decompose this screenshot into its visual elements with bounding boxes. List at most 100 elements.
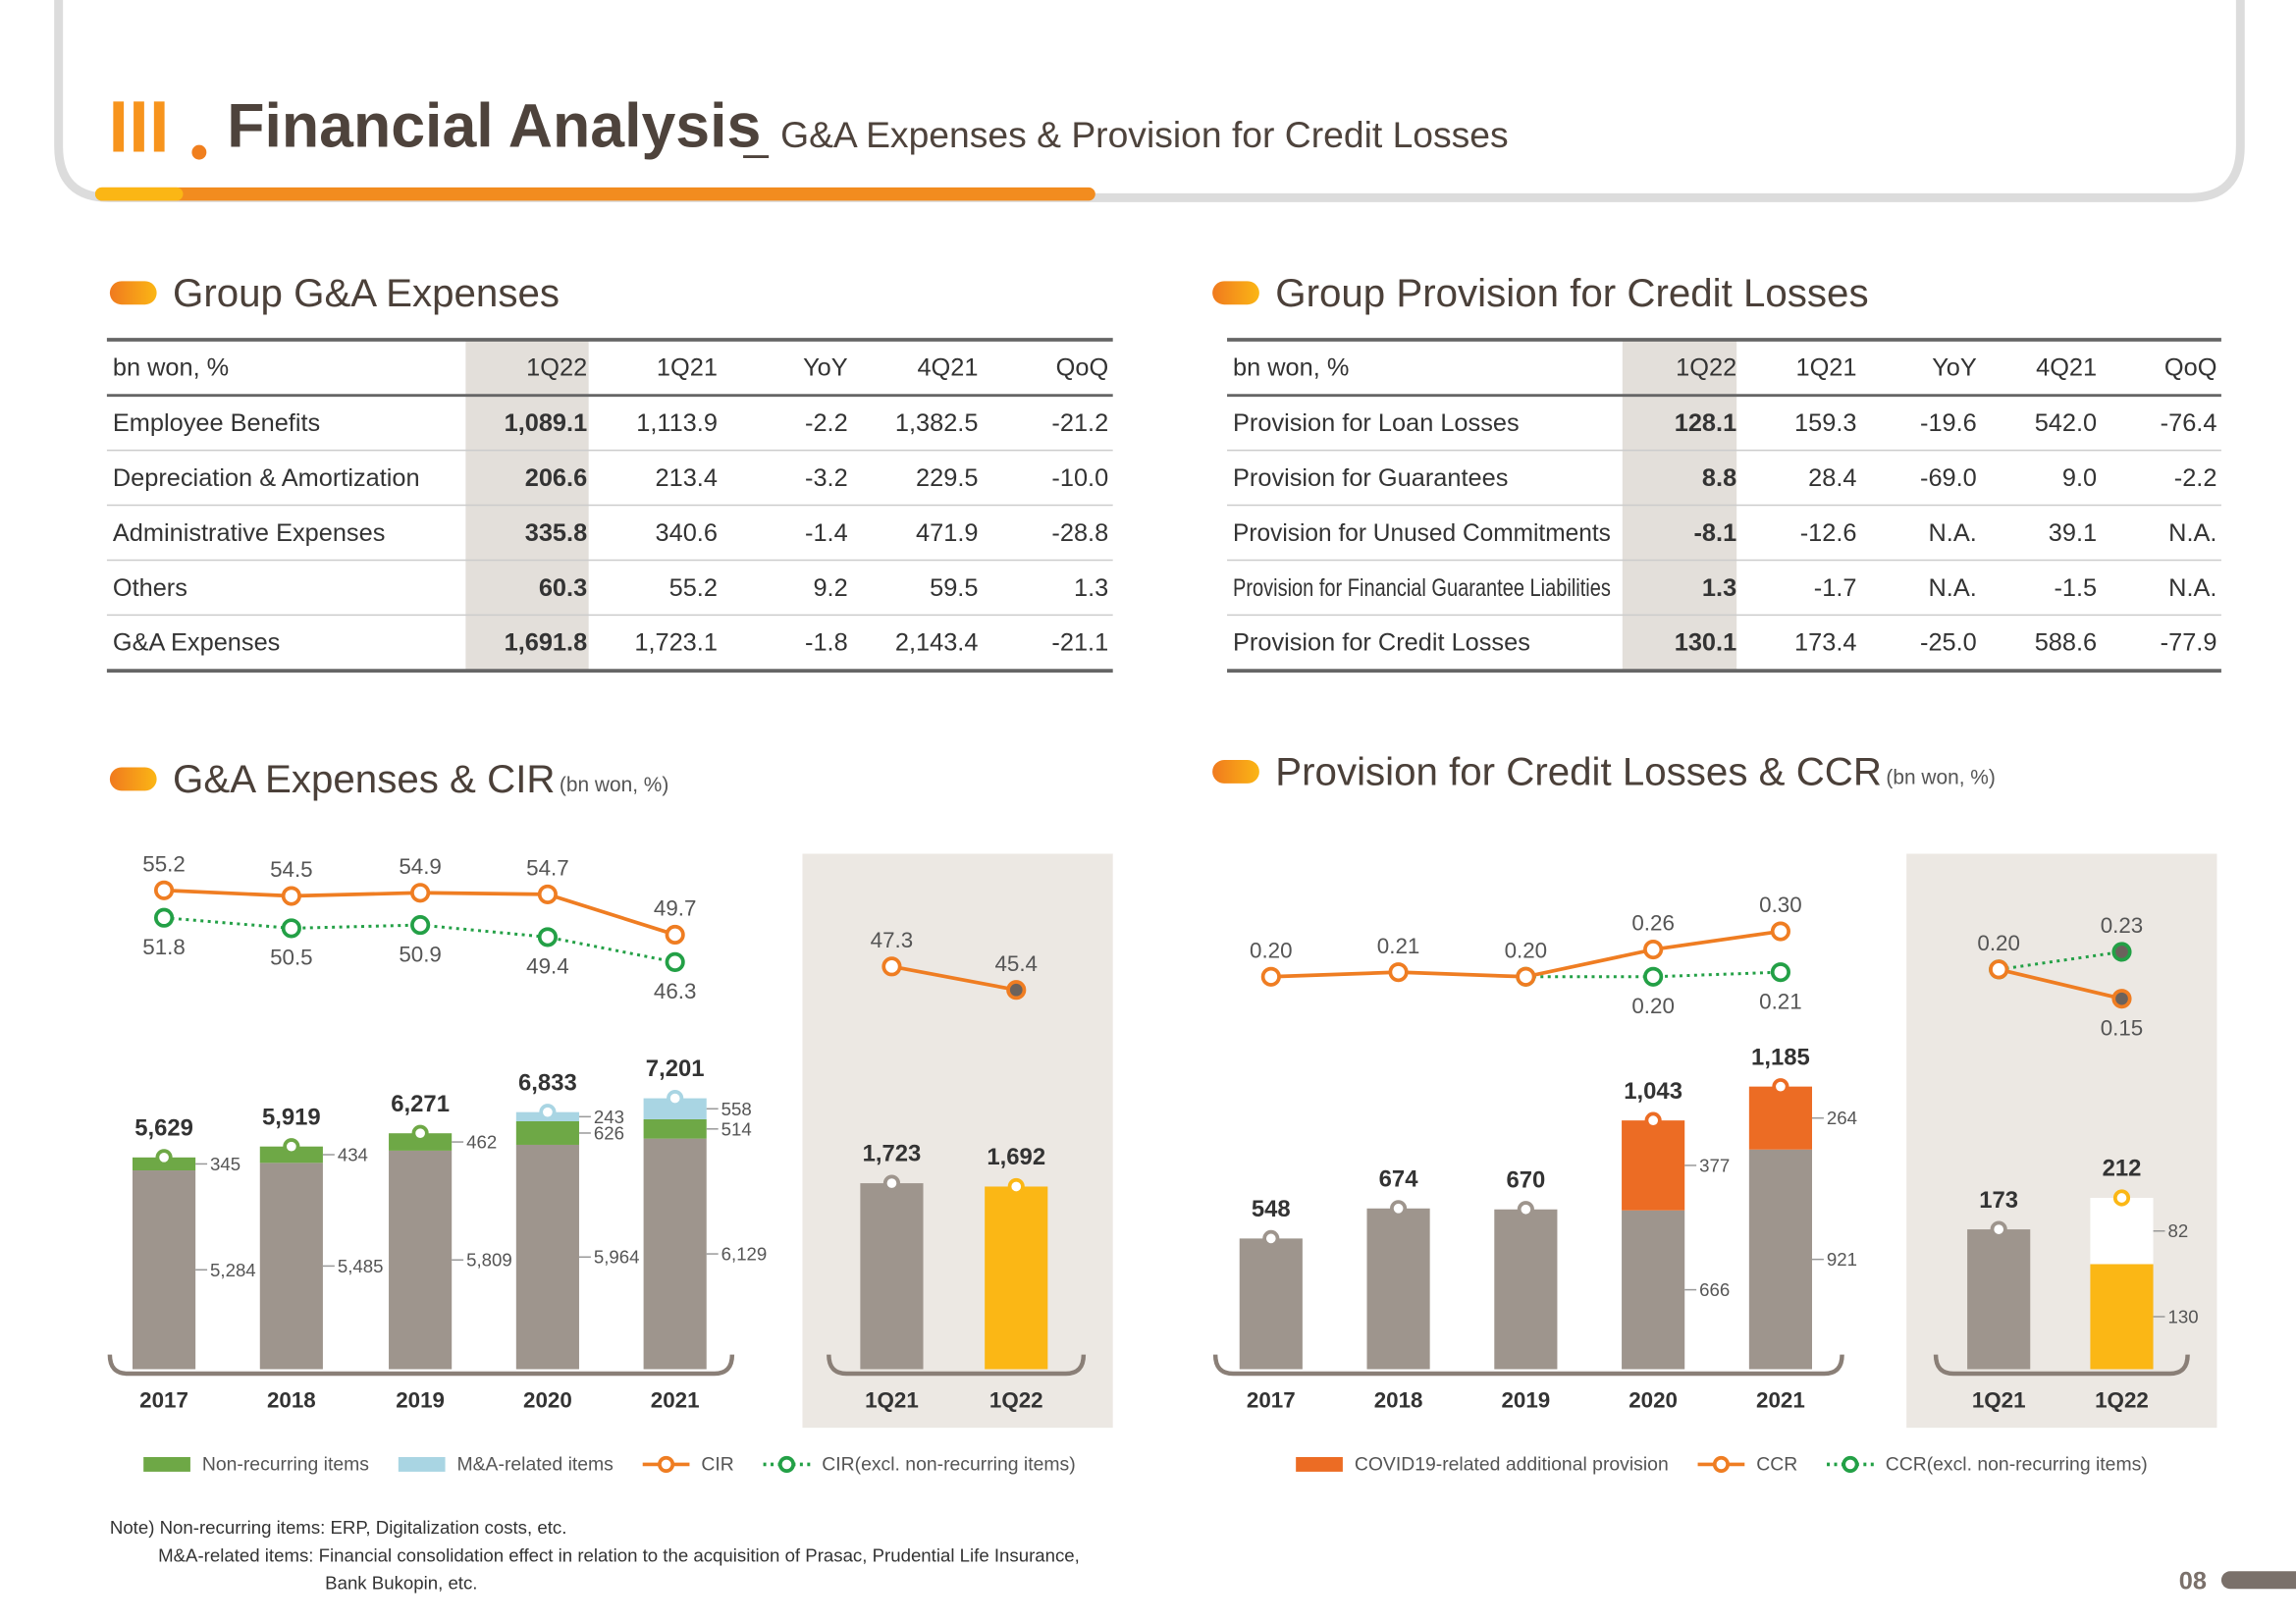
- line-marker: [1260, 966, 1281, 987]
- total-label: 674: [1379, 1165, 1419, 1192]
- column-header: QoQ: [2164, 353, 2217, 381]
- line-label: 0.20: [1505, 938, 1548, 962]
- line-marker: [1006, 980, 1027, 1001]
- table-cell: N.A.: [2168, 574, 2216, 602]
- table-cell: 2,143.4: [895, 629, 979, 657]
- column-header: 4Q21: [917, 353, 978, 381]
- table-cell: 1,113.9: [636, 409, 718, 437]
- total-marker: [2112, 1189, 2131, 1207]
- table-cell: 213.4: [656, 464, 718, 492]
- page-number: 08: [2179, 1568, 2207, 1596]
- total-label: 6,271: [391, 1091, 450, 1117]
- segment-label: 5,284: [210, 1260, 256, 1280]
- line-marker: [1388, 962, 1409, 983]
- legend-label: CCR(excl. non-recurring items): [1886, 1453, 2148, 1475]
- bar: [1494, 1209, 1558, 1370]
- line-label: 0.23: [2101, 913, 2144, 938]
- line-label: 49.7: [654, 896, 697, 921]
- line-label: 50.9: [399, 942, 442, 966]
- x-tick-label: 1Q21: [865, 1387, 919, 1412]
- segment-label: 345: [210, 1154, 240, 1174]
- total-label: 1,043: [1624, 1078, 1682, 1105]
- table-cell: -77.9: [2161, 629, 2217, 657]
- segment-label: 514: [721, 1118, 752, 1139]
- table-cell: Others: [113, 574, 187, 602]
- total-label: 173: [1979, 1187, 2018, 1214]
- line-label: 45.4: [994, 951, 1038, 976]
- line-label: 55.2: [142, 851, 186, 876]
- chart-unit: (bn won, %): [560, 774, 668, 796]
- section-title: Group G&A Expenses: [173, 271, 560, 315]
- line-marker: [665, 951, 685, 972]
- section-marker: [109, 767, 157, 791]
- segment-label: 243: [594, 1107, 624, 1127]
- x-tick-label: 2021: [1756, 1387, 1805, 1412]
- bar: [643, 1118, 707, 1139]
- bar: [515, 1144, 579, 1370]
- line-marker: [154, 880, 175, 900]
- line-marker: [665, 924, 685, 946]
- total-label: 7,201: [646, 1056, 705, 1082]
- line-marker: [2111, 942, 2132, 962]
- line-label: 54.9: [399, 854, 442, 879]
- table-cell: Provision for Guarantees: [1233, 464, 1508, 492]
- total-marker: [1990, 1220, 2007, 1238]
- chart-title: G&A Expenses & CIR: [173, 757, 555, 801]
- table-cell: 173.4: [1794, 629, 1856, 657]
- column-header: 1Q21: [1795, 353, 1856, 381]
- line-marker: [537, 884, 558, 904]
- panel-background: [1906, 853, 2217, 1429]
- table-cell: 542.0: [2035, 409, 2097, 437]
- line-label: 0.15: [2101, 1015, 2144, 1040]
- legend-swatch: [398, 1456, 446, 1472]
- x-tick-label: 2019: [1501, 1387, 1550, 1412]
- line-label: 0.20: [1631, 994, 1675, 1018]
- line-label: 54.7: [526, 856, 569, 881]
- line-label: 0.30: [1759, 893, 1802, 917]
- table-cell: 206.6: [525, 464, 587, 492]
- total-marker: [882, 1174, 901, 1192]
- header-frame: [54, 0, 2245, 202]
- segment-label: 377: [1699, 1155, 1730, 1175]
- table-cell: Provision for Credit Losses: [1233, 629, 1530, 657]
- segment-label: 5,964: [594, 1247, 640, 1268]
- header-dot: [191, 144, 207, 160]
- header-title: Financial Analysis: [227, 91, 761, 160]
- axis-bracket: [107, 1354, 735, 1377]
- x-tick-label: 1Q22: [2095, 1387, 2149, 1412]
- column-header: bn won, %: [1233, 353, 1349, 381]
- line-marker: [410, 915, 431, 936]
- table-cell: -1.5: [2054, 574, 2097, 602]
- table-cell: 55.2: [669, 574, 718, 602]
- segment-label: 130: [2167, 1306, 2198, 1326]
- table-cell: -8.1: [1693, 519, 1736, 547]
- total-marker: [411, 1124, 429, 1142]
- bar: [389, 1150, 453, 1370]
- total-marker: [1772, 1078, 1789, 1096]
- table-cell: 471.9: [916, 519, 978, 547]
- segment-label: 921: [1827, 1249, 1857, 1270]
- column-header: 1Q22: [1676, 353, 1736, 381]
- table-cell: 59.5: [930, 574, 978, 602]
- table-cell: N.A.: [1929, 519, 1977, 547]
- total-label: 1,723: [863, 1141, 922, 1167]
- total-label: 5,629: [134, 1114, 193, 1141]
- table-cell: -28.8: [1051, 519, 1108, 547]
- table-cell: 1,691.8: [505, 629, 588, 657]
- table-cell: 60.3: [539, 574, 587, 602]
- total-label: 6,833: [518, 1069, 577, 1096]
- bar: [860, 1183, 924, 1370]
- table-cell: Provision for Unused Commitments: [1233, 519, 1611, 547]
- x-tick-label: 2021: [651, 1387, 700, 1412]
- x-tick-label: 1Q22: [989, 1387, 1043, 1412]
- axis-bracket: [827, 1354, 1087, 1377]
- line: [1998, 949, 2122, 971]
- segment-label: 462: [466, 1132, 497, 1153]
- x-tick-label: 2017: [139, 1387, 188, 1412]
- header-underline: [94, 187, 1095, 201]
- column-header: 4Q21: [2036, 353, 2097, 381]
- table-cell: Depreciation & Amortization: [113, 464, 420, 492]
- table-cell: -2.2: [2174, 464, 2217, 492]
- table-cell: 1.3: [1074, 574, 1108, 602]
- header-numeral: III: [108, 84, 169, 167]
